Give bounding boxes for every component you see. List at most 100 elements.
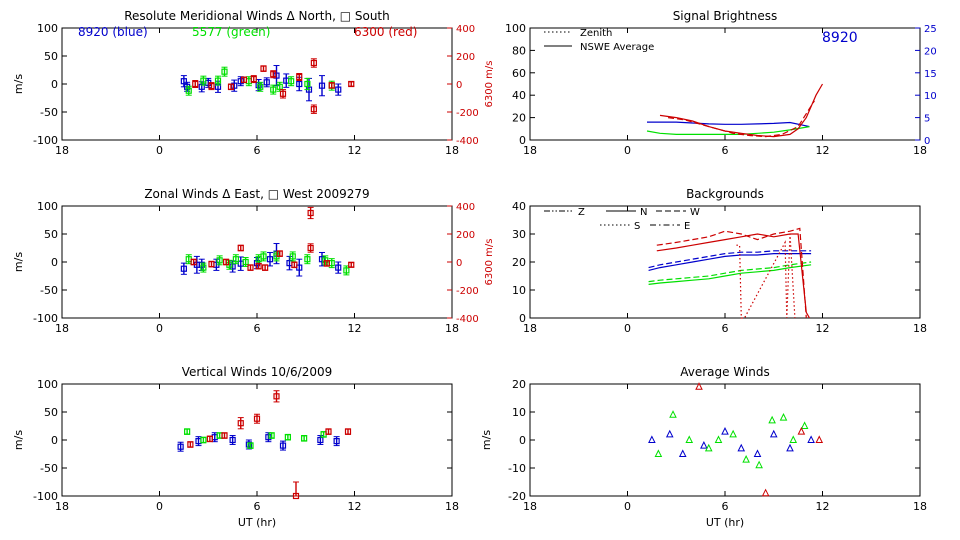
x-tick-label: 6 xyxy=(254,500,261,513)
x-tick-label: 18 xyxy=(55,500,69,513)
plot-frame xyxy=(61,27,453,141)
series-line-6300 xyxy=(659,83,824,138)
data-point-6300 xyxy=(227,83,235,91)
data-point-8920 xyxy=(335,83,342,96)
square-marker xyxy=(223,258,230,266)
square-marker xyxy=(229,263,236,270)
triangle-marker xyxy=(704,443,713,452)
square-marker xyxy=(216,257,223,264)
triangle-marker xyxy=(789,435,798,443)
x-tick-label: 6 xyxy=(722,500,729,513)
triangle-marker xyxy=(779,412,788,421)
y2-tick-label: 400 xyxy=(456,202,475,213)
series-line-8920 xyxy=(647,121,810,128)
series-line-6300-W xyxy=(656,227,807,319)
square-marker xyxy=(270,86,277,93)
x-tick-label: 18 xyxy=(913,144,927,157)
square-marker xyxy=(208,261,215,268)
square-marker xyxy=(237,78,244,85)
y-tick-label: 60 xyxy=(512,67,526,80)
data-point-6300 xyxy=(279,89,287,99)
square-marker xyxy=(279,442,287,449)
data-point-6300 xyxy=(815,435,824,443)
data-point-8920 xyxy=(180,75,187,88)
x-tick-label: 0 xyxy=(156,144,163,157)
x-tick-label: 18 xyxy=(445,144,459,157)
data-point-6300 xyxy=(695,382,703,390)
square-marker xyxy=(247,442,254,449)
square-marker xyxy=(276,83,283,90)
y-tick-label: 20 xyxy=(512,256,526,269)
x-tick-label: 18 xyxy=(523,322,537,335)
series-line-8920-W xyxy=(648,250,812,269)
y2-tick-label: -400 xyxy=(456,314,479,325)
square-marker xyxy=(242,258,249,266)
triangle-marker xyxy=(797,426,806,435)
square-marker xyxy=(343,267,350,274)
triangle-marker xyxy=(742,454,750,463)
x-tick-label: 0 xyxy=(624,144,631,157)
y-tick-label: 0 xyxy=(51,256,58,269)
y2-tick-label: 200 xyxy=(456,230,475,241)
triangle-marker xyxy=(665,429,674,438)
x-tick-label: 18 xyxy=(55,144,69,157)
square-marker xyxy=(348,261,355,268)
square-marker xyxy=(177,443,184,450)
data-point-5577 xyxy=(200,436,207,444)
y-tick-label: -20 xyxy=(508,490,526,503)
data-point-6300 xyxy=(253,413,261,424)
x-tick-label: 6 xyxy=(722,144,729,157)
data-point-5577 xyxy=(185,85,192,96)
x-axis-label: UT (hr) xyxy=(706,516,744,529)
annotation-label: 6300 (red) xyxy=(354,25,417,39)
plot-frame xyxy=(61,383,453,497)
y-tick-label: -100 xyxy=(33,134,58,147)
plot-frame xyxy=(529,205,921,319)
triangle-marker xyxy=(721,426,729,435)
data-point-8920 xyxy=(769,429,778,438)
chart-meridional: Resolute Meridional Winds Δ North, □ Sou… xyxy=(12,9,495,157)
series-line-5577 xyxy=(646,126,810,135)
triangle-marker xyxy=(755,460,763,469)
x-tick-label: 18 xyxy=(445,322,459,335)
data-point-6300 xyxy=(307,206,314,220)
data-point-6300 xyxy=(206,435,213,443)
triangle-marker xyxy=(761,488,770,497)
y-tick-label: 50 xyxy=(44,228,58,241)
square-marker xyxy=(335,264,342,271)
y-tick-label: 0 xyxy=(51,78,58,91)
y-axis-label: m/s xyxy=(12,430,25,450)
legend-label: S xyxy=(634,221,640,232)
y2-tick-label: 15 xyxy=(924,69,937,80)
data-point-5577 xyxy=(270,84,277,95)
square-marker xyxy=(273,72,280,79)
data-point-6300 xyxy=(260,65,267,72)
data-point-8920 xyxy=(229,435,236,445)
y2-axis-label: 6300 m/s xyxy=(484,61,495,108)
square-marker xyxy=(318,256,326,263)
square-marker xyxy=(288,78,295,85)
data-point-8920 xyxy=(245,439,252,450)
y-tick-label: 100 xyxy=(37,200,58,213)
data-point-6300 xyxy=(276,250,283,257)
y-tick-label: 50 xyxy=(44,50,58,63)
data-point-5577 xyxy=(800,421,809,429)
y-tick-label: 0 xyxy=(519,134,526,147)
square-marker xyxy=(180,78,187,85)
data-point-5577 xyxy=(320,431,327,438)
y-tick-label: -10 xyxy=(508,462,526,475)
data-point-8920 xyxy=(273,65,280,87)
legend-label: Z xyxy=(578,207,585,218)
square-marker xyxy=(310,106,317,113)
y2-tick-label: 0 xyxy=(924,136,930,147)
square-marker xyxy=(237,420,244,427)
x-tick-label: 18 xyxy=(523,144,537,157)
data-point-6300 xyxy=(208,82,215,91)
y-tick-label: 50 xyxy=(44,406,58,419)
square-marker xyxy=(310,59,317,67)
square-marker xyxy=(221,68,228,75)
legend-label: NSWE Average xyxy=(580,42,654,53)
